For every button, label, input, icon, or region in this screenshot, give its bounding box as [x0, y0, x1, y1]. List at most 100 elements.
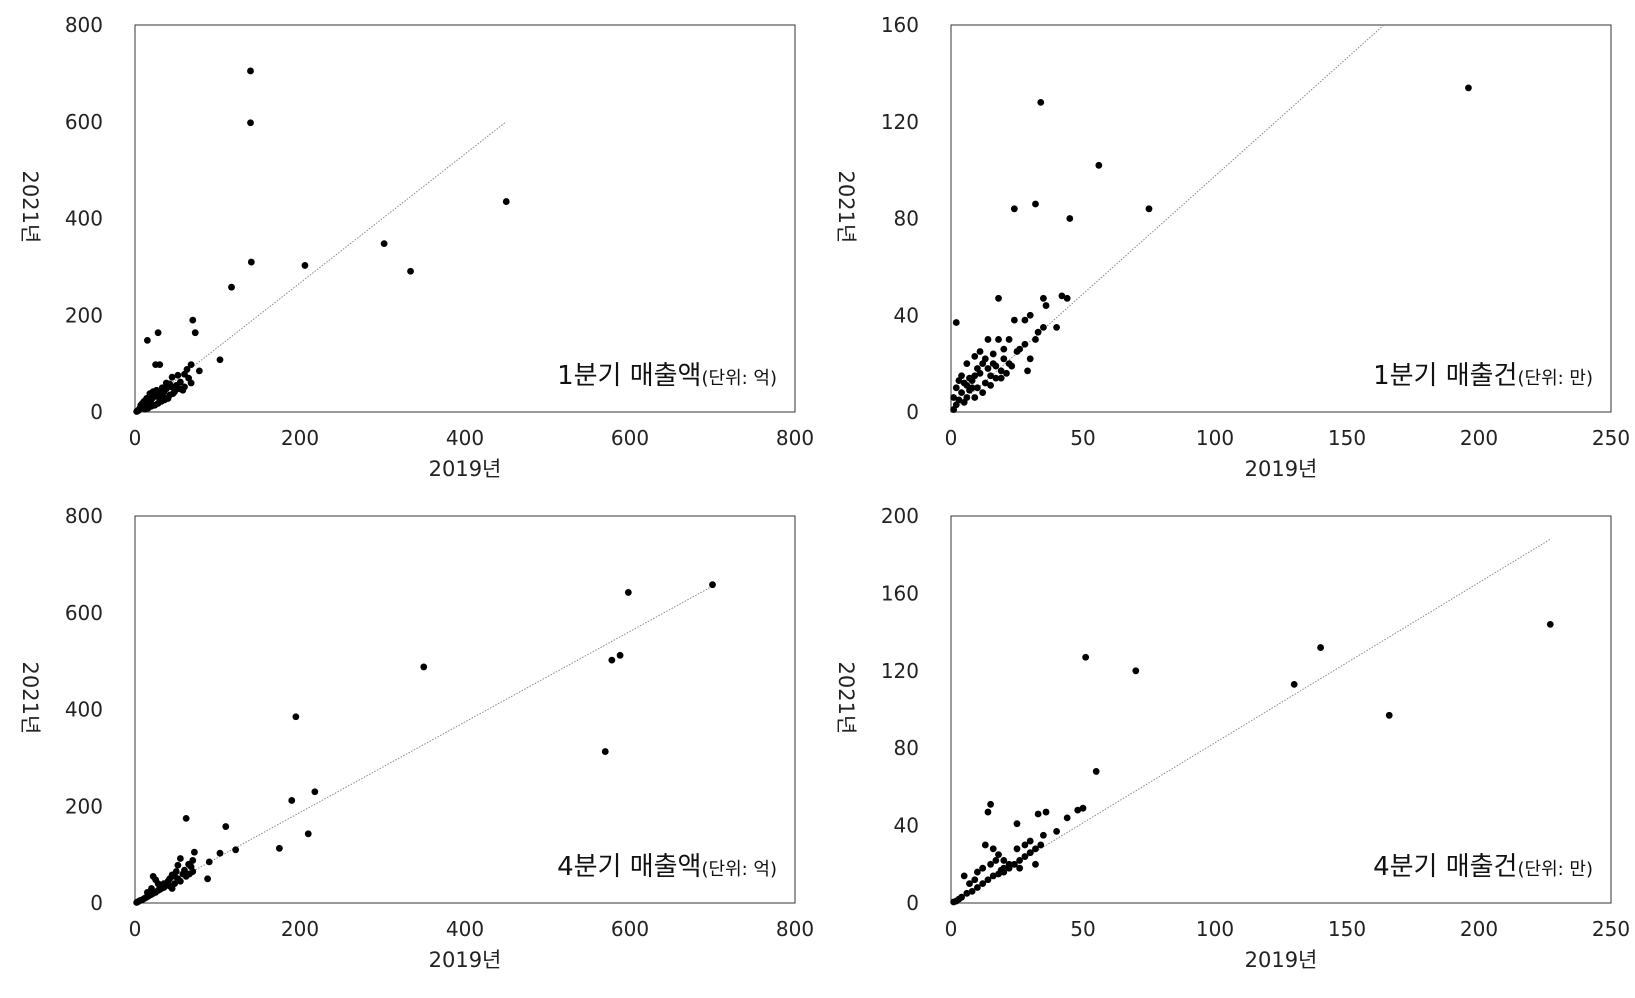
y-tick-label: 200 — [65, 303, 103, 327]
data-point — [301, 262, 309, 269]
data-point — [1008, 362, 1016, 370]
y-axis-label: 2021년 — [834, 662, 858, 735]
x-tick-label: 100 — [1196, 426, 1234, 450]
data-point — [1040, 831, 1047, 839]
data-point — [1010, 316, 1018, 324]
x-tick-label: 200 — [1460, 426, 1498, 450]
data-point — [987, 860, 994, 868]
x-tick-label: 600 — [611, 426, 649, 450]
data-point — [176, 385, 183, 393]
data-point — [143, 337, 151, 344]
data-point — [1032, 845, 1039, 853]
y-tick-label: 400 — [65, 698, 103, 722]
data-point — [1095, 161, 1103, 169]
y-tick-label: 0 — [90, 891, 103, 915]
data-point — [992, 857, 1000, 864]
x-tick-label: 400 — [446, 917, 484, 941]
y-tick-label: 800 — [65, 13, 103, 37]
data-point — [1290, 680, 1298, 688]
data-point — [195, 367, 203, 375]
data-point — [167, 383, 175, 391]
data-point — [1034, 810, 1042, 818]
data-point — [420, 663, 428, 671]
data-point — [608, 656, 616, 664]
data-point — [1079, 804, 1087, 812]
data-point — [174, 875, 182, 883]
data-point — [311, 788, 319, 796]
data-point — [182, 814, 190, 822]
data-point — [185, 374, 193, 382]
x-axis-label: 2019년 — [429, 948, 502, 972]
data-point — [1032, 336, 1039, 343]
panel-annotation: 4분기 매출액(단위: 억) — [557, 852, 777, 882]
data-point — [1005, 336, 1013, 343]
data-point — [987, 381, 994, 389]
data-point — [976, 348, 984, 355]
data-point — [981, 841, 989, 849]
data-point — [304, 830, 312, 838]
annotation-main: 1분기 매출건 — [1373, 361, 1517, 391]
data-point — [1053, 828, 1060, 835]
data-point — [974, 884, 981, 891]
data-point — [228, 283, 235, 291]
data-point — [1000, 857, 1008, 864]
data-point — [1037, 841, 1045, 849]
data-point — [709, 581, 716, 589]
data-point — [232, 846, 240, 854]
annotation-unit: (단위: 억) — [701, 859, 777, 880]
y-tick-label: 80 — [894, 736, 919, 760]
data-point — [168, 885, 176, 892]
data-point — [1317, 644, 1324, 651]
data-point — [247, 119, 254, 127]
data-point — [1016, 864, 1024, 872]
data-point — [1010, 205, 1018, 213]
y-tick-label: 120 — [881, 110, 919, 134]
x-tick-label: 100 — [1196, 917, 1234, 941]
data-point — [502, 198, 510, 205]
data-point — [168, 373, 176, 381]
data-point — [191, 848, 198, 856]
y-tick-label: 0 — [906, 400, 919, 424]
data-point — [963, 394, 971, 401]
data-point — [624, 589, 632, 596]
annotation-unit: (단위: 억) — [701, 368, 777, 389]
data-point — [222, 823, 230, 830]
data-point — [979, 864, 987, 872]
data-point — [995, 294, 1002, 302]
data-point — [1005, 860, 1013, 868]
x-tick-label: 150 — [1328, 426, 1366, 450]
trendline — [950, 24, 1385, 413]
data-point — [989, 845, 997, 853]
data-point — [1013, 820, 1021, 828]
data-point — [174, 371, 182, 379]
annotation-unit: (단위: 만) — [1517, 368, 1593, 389]
data-point — [1034, 328, 1042, 336]
data-point — [987, 800, 994, 808]
data-point — [162, 379, 170, 387]
data-point — [950, 394, 958, 401]
data-point — [966, 880, 973, 888]
x-tick-label: 200 — [281, 917, 319, 941]
data-point — [380, 240, 388, 248]
data-point — [958, 389, 965, 397]
data-point — [974, 868, 981, 876]
y-tick-label: 200 — [65, 794, 103, 818]
x-axis-label: 2019년 — [1245, 948, 1318, 972]
data-point — [216, 849, 224, 857]
data-point — [141, 405, 149, 413]
data-point — [204, 875, 212, 883]
x-tick-label: 50 — [1070, 917, 1095, 941]
data-point — [971, 876, 979, 884]
data-point — [976, 369, 984, 377]
data-point — [156, 396, 164, 403]
data-point — [997, 374, 1005, 382]
data-point — [153, 386, 160, 394]
data-point — [958, 372, 965, 380]
data-point — [133, 899, 141, 906]
data-point — [158, 384, 166, 392]
data-point — [984, 365, 992, 372]
data-point — [981, 379, 989, 387]
data-point — [955, 895, 963, 903]
data-point — [247, 67, 254, 75]
data-point — [984, 336, 992, 343]
